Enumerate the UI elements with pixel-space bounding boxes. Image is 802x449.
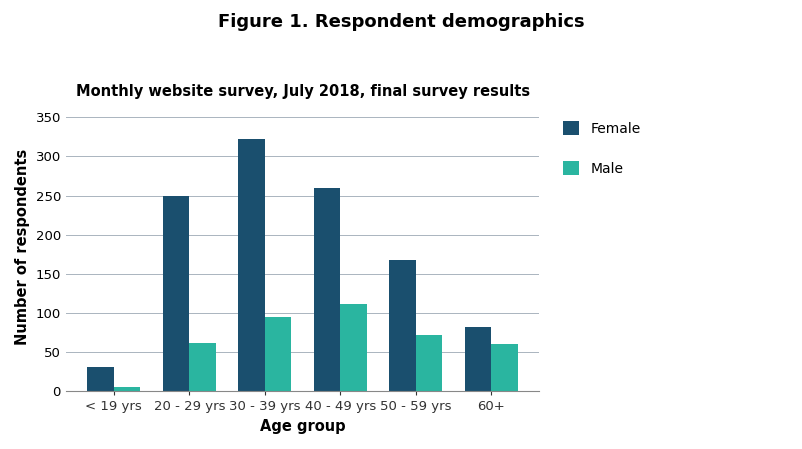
Bar: [114, 387, 140, 392]
Bar: [238, 139, 265, 392]
Bar: [314, 189, 340, 392]
Bar: [189, 343, 216, 392]
Y-axis label: Number of respondents: Number of respondents: [15, 148, 30, 344]
Bar: [492, 343, 518, 392]
Title: Monthly website survey, July 2018, final survey results: Monthly website survey, July 2018, final…: [75, 84, 529, 99]
Bar: [416, 335, 443, 392]
Bar: [163, 196, 189, 392]
Bar: [340, 304, 367, 392]
Text: Figure 1. Respondent demographics: Figure 1. Respondent demographics: [217, 13, 585, 31]
Legend: Female, Male: Female, Male: [556, 114, 648, 183]
Bar: [87, 367, 114, 392]
X-axis label: Age group: Age group: [260, 419, 346, 434]
Bar: [465, 327, 492, 392]
Bar: [265, 317, 291, 392]
Bar: [390, 260, 416, 392]
